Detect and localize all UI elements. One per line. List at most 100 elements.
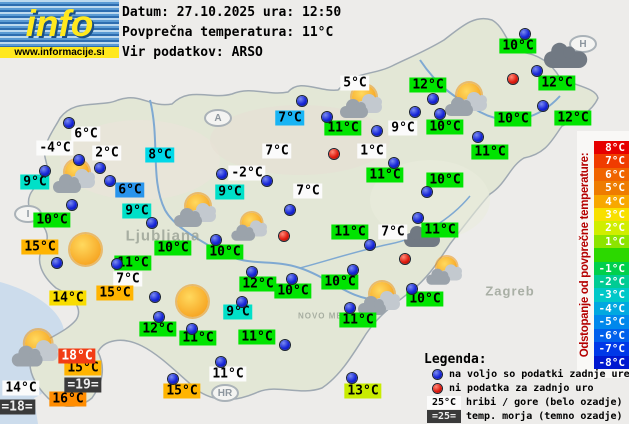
temperature-label: 7°C (113, 271, 143, 287)
legend-blue-dot-icon (433, 369, 442, 379)
station-dot-data-available (372, 126, 382, 136)
legend-item-label: na voljo so podatki zadnje ure (449, 368, 629, 380)
scale-row: 8°C (594, 141, 629, 155)
temperature-label: 14°C (2, 380, 40, 396)
station-dot-data-available (40, 166, 50, 176)
temperature-label: 13°C (344, 383, 382, 399)
logo-url-link[interactable]: www.informacije.si (0, 47, 119, 58)
temperature-label: 10°C (426, 172, 464, 188)
station-dot-data-available (422, 187, 432, 197)
legend-items: na voljo so podatki zadnje ure ni podatka… (427, 367, 629, 424)
site-logo[interactable]: info www.informacije.si (0, 0, 119, 58)
city-label: NOVO MESTO (297, 311, 363, 321)
temperature-label: 10°C (33, 212, 71, 228)
temperature-label: 11°C (471, 144, 509, 160)
cloud-icon (340, 99, 368, 118)
temperature-label: 11°C (209, 366, 247, 382)
sea-temperature-label: =18= (0, 399, 36, 415)
legend-item-label: temp. morja (temno ozadje) (466, 411, 623, 423)
legend-title: Legenda: (424, 352, 487, 367)
temperature-label: 16°C (49, 391, 87, 407)
temperature-label: 9°C (122, 203, 152, 219)
temperature-label: 11°C (114, 255, 152, 271)
station-dot-data-available (348, 265, 358, 275)
temperature-label: 10°C (406, 291, 444, 307)
temperature-label: 9°C (20, 174, 50, 190)
station-dot-data-available (237, 297, 247, 307)
temperature-label: 8°C (145, 147, 175, 163)
station-dot-data-available (532, 66, 542, 76)
country-label-hr: HR (211, 384, 239, 402)
legend-item: ni podatka za zadnjo uro (427, 381, 629, 395)
cloud-icon (53, 174, 81, 193)
scale-row: -3°C (594, 288, 629, 302)
legend-item: na voljo so podatki zadnje ure (427, 367, 629, 381)
temperature-label: 6°C (115, 182, 145, 198)
city-label: Zagreb (485, 283, 535, 299)
legend-sample-box: 25°C (427, 395, 461, 409)
station-dot-no-data (279, 231, 289, 241)
station-dot-data-available (347, 373, 357, 383)
station-dot-data-available (410, 107, 420, 117)
weather-sun-icon (171, 284, 215, 320)
weather-sun-cloud-icon (174, 194, 218, 230)
scale-row (594, 248, 629, 262)
weather-sun-cloud-icon (445, 83, 489, 119)
temperature-label: 12°C (409, 77, 447, 93)
station-dot-data-available (247, 267, 257, 277)
temperature-label: 7°C (378, 224, 408, 240)
cloud-icon (544, 42, 588, 68)
station-dot-data-available (520, 29, 530, 39)
temperature-label: 12°C (538, 75, 576, 91)
station-dot-data-available (187, 324, 197, 334)
legend-item: 25°C hribi / gore (belo ozadje) (427, 395, 629, 409)
station-dot-no-data (400, 254, 410, 264)
station-dot-data-available (211, 235, 221, 245)
station-dot-data-available (105, 176, 115, 186)
station-dot-data-available (217, 169, 227, 179)
station-dot-data-available (67, 200, 77, 210)
temperature-label: 11°C (331, 224, 369, 240)
temperature-label: -4°C (36, 140, 74, 156)
legend-red-dot-icon (433, 383, 442, 393)
temperature-label: 18°C (58, 348, 96, 364)
temperature-label: 14°C (49, 290, 87, 306)
temperature-label: 10°C (321, 274, 359, 290)
temperature-label: 7°C (275, 110, 305, 126)
temperature-label: 9°C (223, 304, 253, 320)
sun-icon (70, 234, 101, 265)
sun-icon (177, 286, 208, 317)
station-dot-data-available (112, 259, 122, 269)
legend-sample-box: =25= (427, 410, 461, 424)
station-dot-data-available (216, 357, 226, 367)
country-label-a: A (204, 109, 232, 127)
sea-temperature-label: =19= (64, 377, 102, 393)
cloud-icon (358, 296, 386, 315)
scale-row: 1°C (594, 234, 629, 249)
scale-row: -4°C (594, 301, 629, 316)
river-krka (299, 195, 471, 269)
station-dot-data-available (345, 303, 355, 313)
cloud-icon (244, 220, 267, 237)
station-dot-data-available (52, 258, 62, 268)
temperature-label: 6°C (71, 126, 101, 142)
station-dot-data-available (473, 132, 483, 142)
station-dot-data-available (262, 176, 272, 186)
station-dot-data-available (280, 340, 290, 350)
temperature-label: 11°C (366, 167, 404, 183)
cloud-icon (426, 268, 451, 285)
weather-sun-cloud-icon (358, 282, 402, 318)
temperature-label: 9°C (215, 184, 245, 200)
scale-row: -2°C (594, 275, 629, 289)
station-dot-data-available (322, 112, 332, 122)
station-dot-no-data (508, 74, 518, 84)
scale-row: -1°C (594, 261, 629, 276)
station-dot-data-available (64, 118, 74, 128)
temperature-deviation-scale: 8°C 7°C 6°C 5°C 4°C 3°C 2°C 1°C -1°C -2°C -3°C -4°C… (594, 141, 629, 369)
weather-cloud-icon (542, 34, 595, 77)
temperature-label: 15°C (96, 285, 134, 301)
cloud-icon (445, 97, 473, 116)
city-label: Ljubljana (125, 227, 201, 245)
temperature-label: 10°C (206, 244, 244, 260)
